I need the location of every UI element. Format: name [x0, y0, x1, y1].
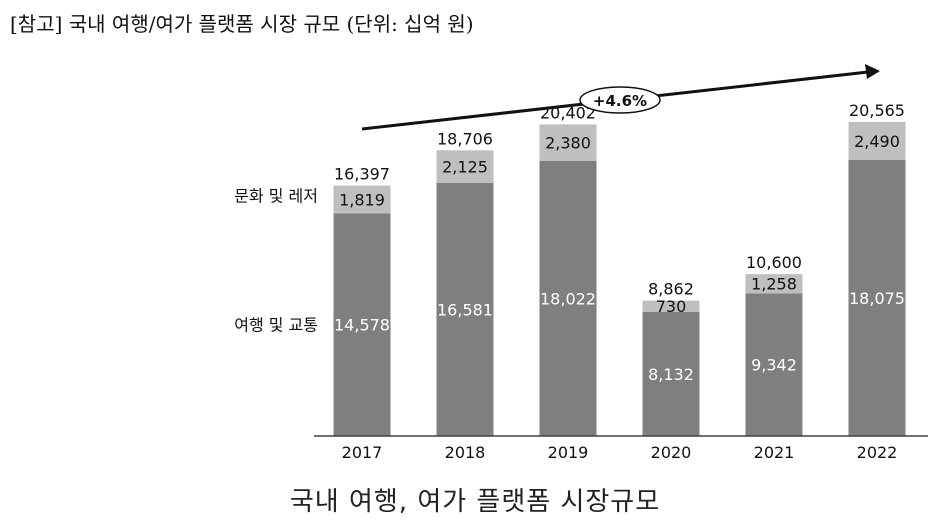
label-leisure-2019: 2,380 [545, 134, 591, 153]
chart-header-title: [참고] 국내 여행/여가 플랫폼 시장 규모 (단위: 십억 원) [10, 12, 474, 36]
label-travel-2018: 16,581 [437, 300, 493, 319]
bars-group [333, 121, 906, 437]
bar-leisure-2018 [436, 150, 494, 183]
bar-travel-2022 [848, 159, 906, 437]
label-total-2021: 10,600 [746, 253, 802, 272]
x-tick-2021: 2021 [754, 443, 795, 462]
x-tick-2020: 2020 [651, 443, 692, 462]
label-travel-2017: 14,578 [334, 316, 390, 335]
chart-caption: 국내 여행, 여가 플랫폼 시장규모 [289, 487, 661, 517]
bar-leisure-2017 [333, 185, 391, 214]
label-travel-2019: 18,022 [540, 289, 596, 308]
x-tick-2017: 2017 [342, 443, 383, 462]
label-total-2022: 20,565 [849, 101, 905, 120]
label-total-2018: 18,706 [437, 129, 493, 148]
label-leisure-2021: 1,258 [751, 275, 797, 294]
x-tick-labels: 2017 2018 2019 2020 2021 2022 [342, 443, 898, 462]
label-travel-2020: 8,132 [648, 365, 694, 384]
x-tick-2019: 2019 [548, 443, 589, 462]
bar-travel-2020 [642, 311, 700, 436]
bar-leisure-2022 [848, 121, 906, 160]
label-travel-2022: 18,075 [849, 289, 905, 308]
bar-travel-2017 [333, 213, 391, 436]
label-leisure-2022: 2,490 [854, 132, 900, 151]
label-leisure-2017: 1,819 [339, 190, 385, 209]
trend-arrow-head [865, 64, 880, 79]
bar-leisure-2021 [745, 274, 803, 294]
label-leisure-2020: 730 [656, 297, 687, 316]
growth-rate-label: +4.6% [593, 92, 647, 110]
label-total-2020: 8,862 [648, 280, 694, 299]
label-travel-2021: 9,342 [751, 356, 797, 375]
label-total-2017: 16,397 [334, 165, 390, 184]
bar-leisure-2020 [642, 300, 700, 312]
legend: 여행 및 교통 문화 및 레저 [234, 187, 318, 335]
x-tick-2018: 2018 [445, 443, 486, 462]
growth-badge [579, 86, 661, 114]
bar-travel-2019 [539, 160, 597, 436]
labels-group: 14,578 1,819 16,397 16,581 2,125 18,706 18,022… [334, 101, 905, 384]
x-tick-2022: 2022 [857, 443, 898, 462]
trend-annotation: +4.6% [361, 64, 880, 131]
legend-travel: 여행 및 교통 [234, 316, 318, 335]
label-leisure-2018: 2,125 [442, 158, 488, 177]
bar-leisure-2019 [539, 124, 597, 161]
bar-travel-2018 [436, 182, 494, 436]
legend-leisure: 문화 및 레저 [234, 187, 318, 206]
bar-travel-2021 [745, 293, 803, 436]
